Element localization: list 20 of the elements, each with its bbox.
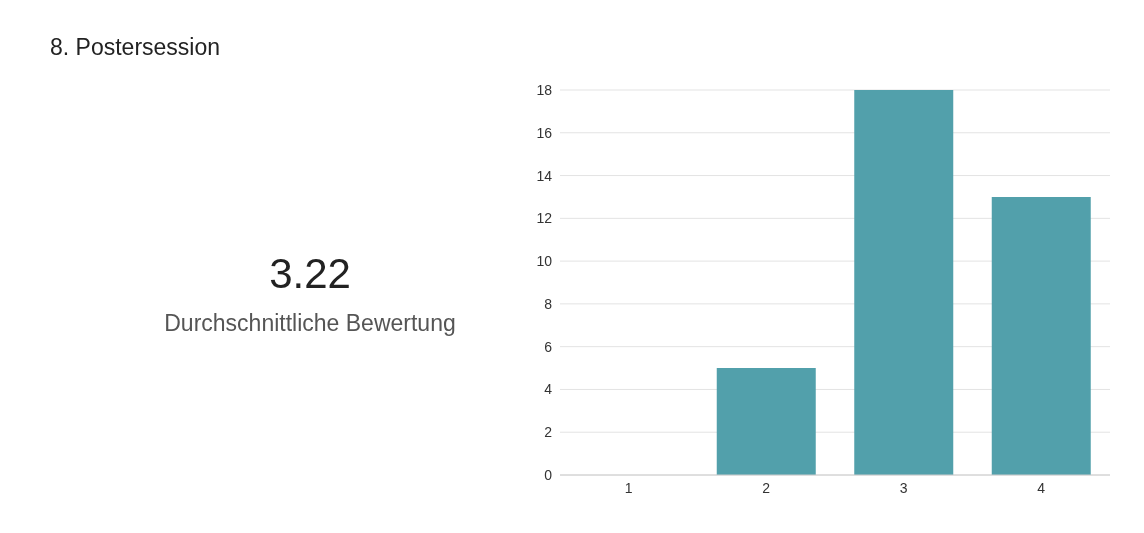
y-tick-label: 16: [536, 124, 553, 141]
y-tick-label: 0: [544, 466, 553, 483]
x-tick-label: 2: [762, 479, 771, 496]
y-tick-label: 8: [544, 295, 553, 312]
y-tick-label: 14: [536, 167, 553, 184]
y-tick-label: 2: [544, 424, 553, 441]
y-tick-label: 12: [536, 210, 553, 227]
x-tick-label: 3: [899, 479, 908, 496]
x-tick-label: 4: [1037, 479, 1046, 496]
y-tick-label: 18: [536, 81, 553, 98]
text: 8. Postersession: [50, 34, 221, 61]
y-tick-label: 4: [544, 381, 553, 398]
bar: [854, 90, 954, 475]
x-tick-label: 1: [624, 479, 633, 496]
y-tick-label: 10: [536, 253, 553, 270]
text: 3.22: [268, 250, 352, 298]
y-tick-label: 6: [544, 338, 553, 355]
text: Durchschnittliche Bewertung: [163, 310, 457, 337]
bar: [991, 196, 1091, 475]
bar: [716, 368, 816, 475]
